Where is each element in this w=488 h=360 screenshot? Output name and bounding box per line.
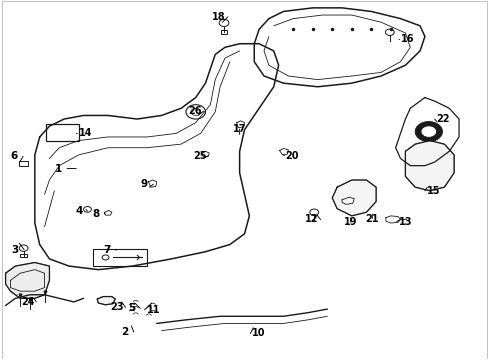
Text: 22: 22 bbox=[436, 114, 449, 124]
Bar bbox=[93, 249, 147, 266]
Text: 21: 21 bbox=[365, 214, 378, 224]
Bar bbox=[45, 125, 79, 140]
Polygon shape bbox=[405, 140, 453, 191]
Wedge shape bbox=[414, 122, 442, 141]
Text: 17: 17 bbox=[232, 124, 246, 134]
Text: 7: 7 bbox=[103, 245, 110, 255]
Text: 11: 11 bbox=[146, 305, 160, 315]
Polygon shape bbox=[331, 180, 375, 216]
Text: 18: 18 bbox=[212, 12, 225, 22]
Text: 24: 24 bbox=[20, 297, 34, 307]
Text: 8: 8 bbox=[92, 209, 99, 219]
Text: 14: 14 bbox=[79, 129, 93, 138]
Text: 12: 12 bbox=[305, 215, 318, 224]
Polygon shape bbox=[5, 262, 49, 298]
Bar bbox=[221, 30, 226, 34]
Text: 3: 3 bbox=[12, 244, 19, 255]
Text: 13: 13 bbox=[398, 217, 411, 226]
Polygon shape bbox=[97, 297, 115, 305]
Text: 1: 1 bbox=[55, 163, 61, 174]
Text: 20: 20 bbox=[285, 150, 299, 161]
Text: 26: 26 bbox=[187, 106, 201, 116]
Text: 23: 23 bbox=[110, 302, 123, 312]
Bar bbox=[19, 161, 28, 166]
Text: 15: 15 bbox=[426, 186, 440, 196]
Text: 5: 5 bbox=[127, 303, 135, 314]
Text: 4: 4 bbox=[75, 206, 82, 216]
Text: 2: 2 bbox=[121, 327, 128, 337]
Text: 10: 10 bbox=[252, 328, 265, 338]
Bar bbox=[20, 254, 27, 257]
Text: 9: 9 bbox=[141, 179, 148, 189]
Text: 6: 6 bbox=[11, 151, 18, 161]
Text: 25: 25 bbox=[192, 150, 206, 161]
Text: 16: 16 bbox=[400, 35, 414, 44]
Text: 19: 19 bbox=[344, 217, 357, 227]
